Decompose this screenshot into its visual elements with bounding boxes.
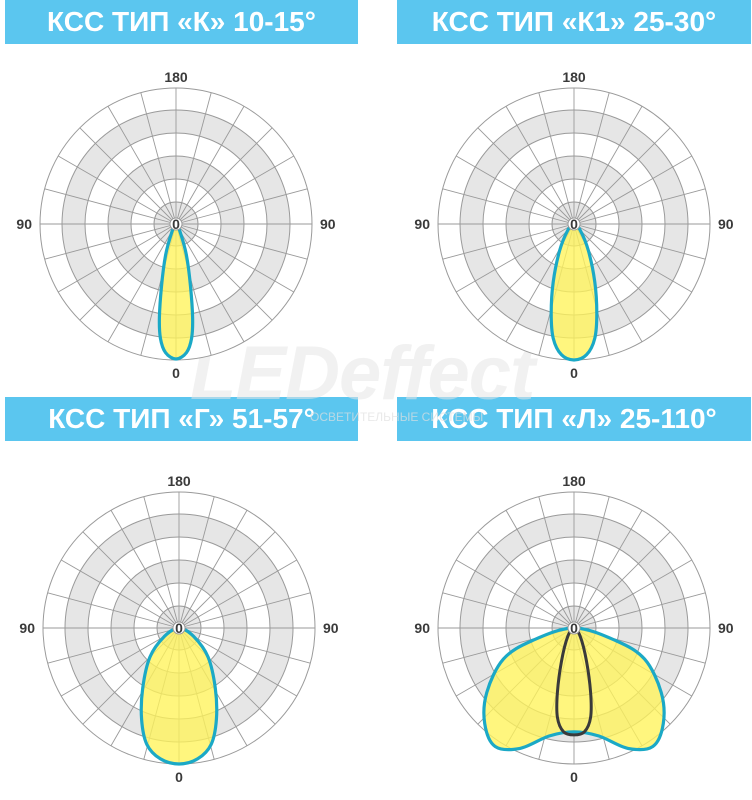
radial-line bbox=[175, 155, 295, 225]
radial-line bbox=[175, 223, 308, 260]
radial-line bbox=[175, 105, 245, 225]
label-90-right: 90 bbox=[718, 620, 734, 636]
radial-line bbox=[573, 223, 671, 321]
label-0-center: 0 bbox=[175, 620, 183, 636]
radial-line bbox=[573, 496, 610, 629]
radial-line bbox=[79, 127, 177, 225]
radial-line bbox=[573, 531, 671, 629]
radial-line bbox=[79, 223, 177, 321]
panel-title: КСС ТИП «Л» 25-110° bbox=[397, 397, 751, 441]
label-0-center: 0 bbox=[570, 216, 578, 232]
label-180: 180 bbox=[164, 69, 188, 85]
label-0-center: 0 bbox=[172, 216, 180, 232]
radial-line bbox=[573, 188, 706, 225]
radial-line bbox=[477, 127, 575, 225]
center-marker bbox=[567, 621, 581, 635]
polar-diagram: 180 90 90 0 0 bbox=[16, 69, 336, 381]
radial-line bbox=[477, 223, 575, 321]
radial-line bbox=[442, 592, 575, 629]
label-90-right: 90 bbox=[320, 216, 336, 232]
label-90-right: 90 bbox=[323, 620, 339, 636]
label-90-left: 90 bbox=[16, 216, 32, 232]
radial-line bbox=[44, 188, 177, 225]
label-0-bottom: 0 bbox=[570, 365, 578, 381]
panel-title: КСС ТИП «К1» 25-30° bbox=[397, 0, 751, 44]
radial-line bbox=[455, 155, 575, 225]
radial-line bbox=[573, 509, 643, 629]
radial-line bbox=[175, 127, 273, 225]
radial-line bbox=[175, 223, 245, 343]
radial-line bbox=[573, 92, 610, 225]
center-marker bbox=[172, 621, 186, 635]
label-0-center: 0 bbox=[570, 620, 578, 636]
radial-line bbox=[178, 627, 298, 697]
radial-line bbox=[573, 223, 706, 260]
radial-line bbox=[44, 223, 177, 260]
inner-intensity-curve bbox=[555, 626, 593, 737]
radial-line bbox=[143, 496, 180, 629]
polar-diagram: 180 90 90 0 0 bbox=[19, 473, 339, 785]
radial-line bbox=[477, 531, 575, 629]
radial-line bbox=[140, 92, 177, 225]
radial-line bbox=[175, 223, 273, 321]
label-0-bottom: 0 bbox=[175, 769, 183, 785]
label-90-left: 90 bbox=[19, 620, 35, 636]
radial-line bbox=[47, 592, 180, 629]
intensity-curve bbox=[157, 222, 195, 361]
panel-title: КСС ТИП «К» 10-15° bbox=[5, 0, 358, 44]
radial-line bbox=[175, 188, 308, 225]
radial-line bbox=[573, 592, 706, 629]
radial-line bbox=[505, 509, 575, 629]
radial-line bbox=[455, 223, 575, 293]
radial-line bbox=[178, 509, 248, 629]
radial-line bbox=[107, 105, 177, 225]
radial-line bbox=[573, 223, 693, 293]
radial-line bbox=[442, 188, 575, 225]
radial-line bbox=[178, 592, 311, 629]
radial-line bbox=[178, 496, 215, 629]
radial-line bbox=[60, 559, 180, 629]
polar-diagram: 180 90 90 0 0 bbox=[414, 69, 734, 381]
radial-line bbox=[175, 92, 212, 225]
label-0-bottom: 0 bbox=[172, 365, 180, 381]
intensity-curve bbox=[139, 626, 219, 766]
panel-title: КСС ТИП «Г» 51-57° bbox=[5, 397, 358, 441]
center-marker bbox=[169, 217, 183, 231]
radial-line bbox=[573, 105, 643, 225]
radial-line bbox=[110, 509, 180, 629]
label-180: 180 bbox=[562, 473, 586, 489]
label-90-left: 90 bbox=[414, 216, 430, 232]
label-90-left: 90 bbox=[414, 620, 430, 636]
radial-line bbox=[573, 155, 693, 225]
radial-line bbox=[175, 223, 295, 293]
polar-diagram: 180 90 90 0 0 bbox=[414, 473, 734, 785]
radial-line bbox=[442, 223, 575, 260]
radial-line bbox=[455, 559, 575, 629]
radial-line bbox=[573, 127, 671, 225]
radial-line bbox=[505, 105, 575, 225]
radial-line bbox=[107, 223, 177, 343]
label-180: 180 bbox=[167, 473, 191, 489]
radial-line bbox=[538, 496, 575, 629]
radial-line bbox=[57, 223, 177, 293]
radial-line bbox=[47, 627, 180, 664]
radial-line bbox=[60, 627, 180, 697]
label-0-bottom: 0 bbox=[570, 769, 578, 785]
radial-line bbox=[178, 627, 311, 664]
radial-line bbox=[538, 92, 575, 225]
radial-line bbox=[573, 559, 693, 629]
radial-line bbox=[178, 559, 298, 629]
radial-line bbox=[178, 531, 276, 629]
radial-line bbox=[57, 155, 177, 225]
intensity-curve bbox=[549, 222, 599, 362]
label-90-right: 90 bbox=[718, 216, 734, 232]
intensity-curve bbox=[482, 626, 666, 752]
center-marker bbox=[567, 217, 581, 231]
radial-line bbox=[82, 531, 180, 629]
label-180: 180 bbox=[562, 69, 586, 85]
